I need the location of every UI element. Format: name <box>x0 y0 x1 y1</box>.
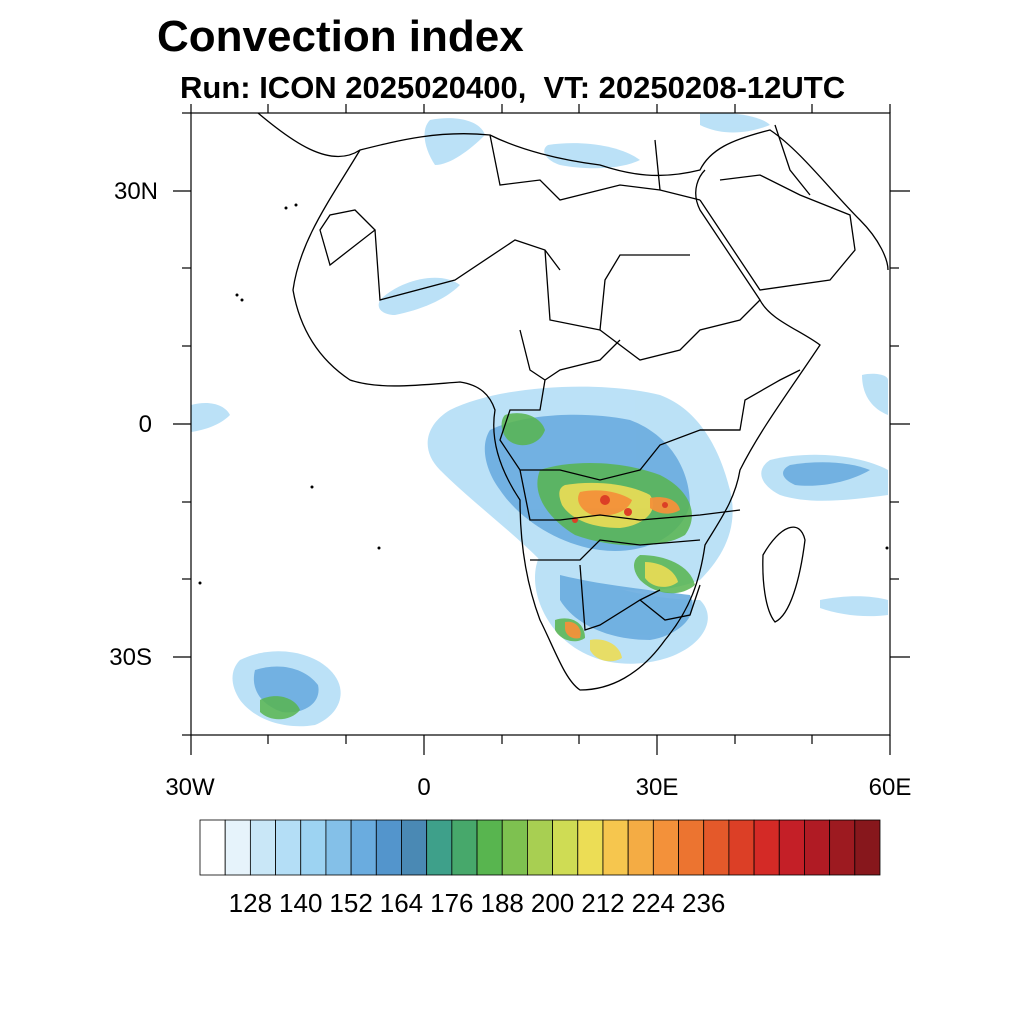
colorbar-tick-label: 200 <box>530 888 575 918</box>
colorbar-swatch <box>325 819 352 876</box>
colorbar-swatch <box>199 819 226 876</box>
lon-label-30w: 30W <box>165 774 215 801</box>
lon-label-0: 0 <box>417 774 431 801</box>
map-subtitle: Run: ICON 2025020400, VT: 20250208-12UTC <box>180 70 846 105</box>
colorbar-swatch <box>249 819 276 876</box>
lat-label-30s: 30S <box>109 644 152 671</box>
colorbar <box>199 819 881 876</box>
colorbar-swatch <box>552 819 579 876</box>
colorbar-swatch <box>375 819 402 876</box>
colorbar-tick-label: 224 <box>631 888 676 918</box>
lat-ticks-right <box>890 190 910 658</box>
lon-label-60e: 60E <box>868 774 912 801</box>
colorbar-swatch <box>728 819 755 876</box>
colorbar-swatch <box>300 819 327 876</box>
lon-ticks-top <box>190 104 891 113</box>
colorbar-tick-label: 140 <box>279 888 323 918</box>
colorbar-swatch <box>854 819 881 876</box>
colorbar-swatch <box>778 819 805 876</box>
lon-ticks-bottom <box>190 735 891 755</box>
colorbar-swatch <box>577 819 604 876</box>
colorbar-swatch <box>451 819 478 876</box>
colorbar-swatch <box>401 819 428 876</box>
colorbar-swatch <box>602 819 629 876</box>
lat-label-equator: 0 <box>138 411 152 438</box>
lon-label-30e: 30E <box>635 774 679 801</box>
colorbar-swatch <box>426 819 453 876</box>
colorbar-tick-label: 128 <box>228 888 273 918</box>
colorbar-swatch <box>652 819 679 876</box>
colorbar-tick-label: 164 <box>379 888 424 918</box>
colorbar-swatch <box>627 819 654 876</box>
colorbar-swatch <box>224 819 251 876</box>
lat-ticks-left <box>173 112 191 736</box>
colorbar-tick-label: 176 <box>430 888 474 918</box>
colorbar-swatch <box>527 819 553 876</box>
colorbar-tick-label: 188 <box>480 888 524 918</box>
map-title: Convection index <box>157 12 524 61</box>
colorbar-swatch <box>678 819 705 876</box>
colorbar-swatch <box>501 819 528 876</box>
colorbar-swatch <box>476 819 503 876</box>
colorbar-swatch <box>804 819 831 876</box>
island-markers <box>198 203 889 585</box>
colorbar-tick-label: 236 <box>682 888 726 918</box>
lat-label-30n: 30N <box>113 178 158 205</box>
colorbar-swatch <box>350 819 377 876</box>
coastline-layer <box>257 113 889 691</box>
convection-field <box>191 113 888 727</box>
colorbar-swatch <box>275 819 302 876</box>
colorbar-swatch <box>753 819 780 876</box>
colorbar-tick-label: 212 <box>581 888 625 918</box>
colorbar-tick-label: 152 <box>329 888 373 918</box>
colorbar-swatch <box>703 819 730 876</box>
colorbar-swatch <box>829 819 856 876</box>
